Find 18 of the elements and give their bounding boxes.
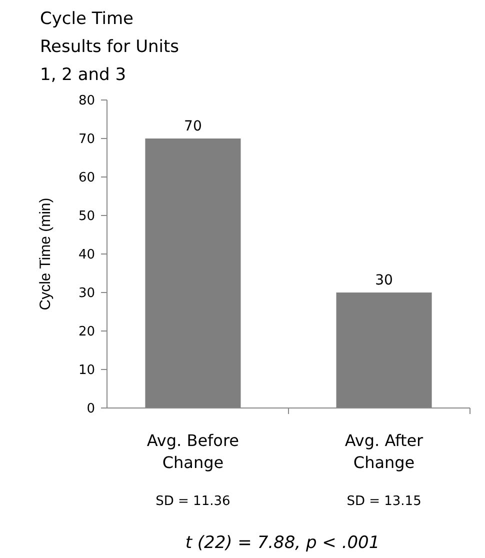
x-tick-label: Avg. Before Change bbox=[146, 431, 240, 472]
text: t (22) = 7.88, p < .001 bbox=[185, 533, 380, 553]
y-tick-label: 50 bbox=[78, 209, 95, 224]
text: SD = 13.15 bbox=[346, 494, 422, 509]
y-tick-label: 40 bbox=[78, 248, 95, 263]
y-tick-label: 0 bbox=[86, 402, 95, 417]
text: SD = 11.36 bbox=[156, 494, 230, 509]
data-label: 70 bbox=[184, 118, 202, 134]
data-label: 30 bbox=[375, 272, 393, 288]
x-tick-label: Avg. After Change bbox=[344, 431, 424, 472]
y-tick-label: 70 bbox=[78, 132, 95, 148]
y-tick-label: 20 bbox=[78, 324, 95, 340]
y-tick-label: 80 bbox=[78, 94, 95, 109]
y-tick-label: 60 bbox=[78, 170, 95, 186]
chart-title: Cycle Time Results for Units 1, 2 and 3 bbox=[40, 9, 180, 85]
y-tick-label: 10 bbox=[78, 363, 95, 378]
y-tick-label: 30 bbox=[78, 286, 95, 302]
y-axis-title: Cycle Time (min) bbox=[37, 198, 54, 310]
